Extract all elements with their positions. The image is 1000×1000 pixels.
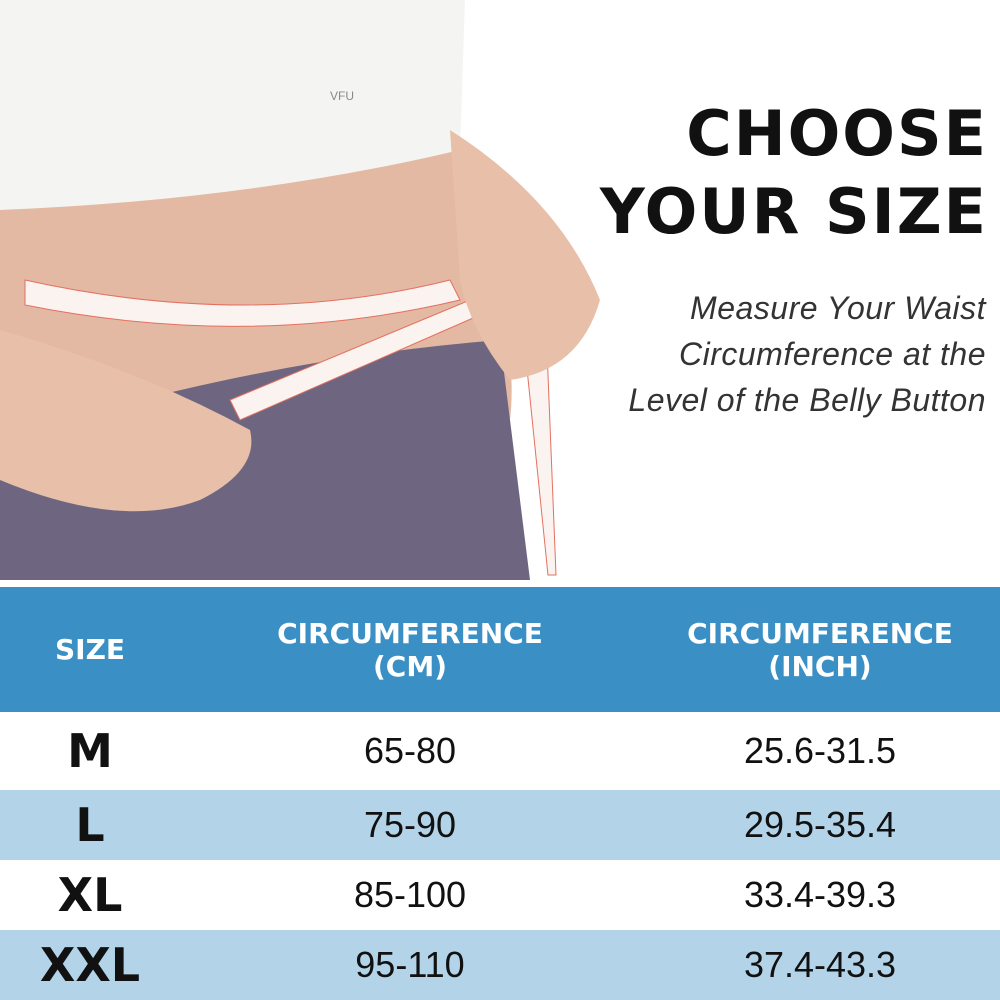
right-hand (450, 130, 600, 380)
header-cm-line-2: (CM) (372, 649, 447, 683)
headline-line-1: CHOOSE (686, 97, 988, 170)
inch-cell: 33.4-39.3 (743, 874, 897, 915)
cm-cell: 85-100 (353, 874, 467, 915)
leggings (0, 340, 530, 580)
inch-cell: 37.4-43.3 (743, 944, 897, 985)
instruction-line-3: Level of the Belly Button (628, 382, 986, 418)
header-cm-line-1: CIRCUMFERENCE (277, 616, 543, 650)
cm-cell: 95-110 (355, 944, 465, 985)
header-size: SIZE (0, 633, 180, 666)
table-row: XL 85-100 33.4-39.3 (0, 860, 1000, 930)
size-cell: M (67, 724, 113, 778)
header-inch-line-2: (INCH) (768, 649, 872, 683)
table-row: M 65-80 25.6-31.5 (0, 712, 1000, 790)
header-inch: CIRCUMFERENCE (INCH) (640, 617, 1000, 683)
waist-measurement-photo: VFU (0, 0, 600, 580)
left-hand (0, 330, 252, 512)
table-row: XXL 95-110 37.4-43.3 (0, 930, 1000, 1000)
header-cm: CIRCUMFERENCE (CM) (180, 617, 640, 683)
size-cell: XL (57, 868, 123, 922)
brand-mark: VFU (330, 89, 354, 103)
headline-line-2: YOUR SIZE (599, 175, 988, 248)
white-top (0, 0, 465, 210)
instruction-line-1: Measure Your Waist (690, 290, 986, 326)
table-header: SIZE CIRCUMFERENCE (CM) CIRCUMFERENCE (I… (0, 587, 1000, 712)
size-cell: L (75, 798, 105, 852)
cm-cell: 75-90 (363, 804, 457, 845)
size-chart-table: SIZE CIRCUMFERENCE (CM) CIRCUMFERENCE (I… (0, 587, 1000, 1000)
headline: CHOOSE YOUR SIZE (600, 95, 988, 251)
size-cell: XXL (39, 938, 141, 992)
header-size-label: SIZE (54, 633, 125, 666)
inch-cell: 29.5-35.4 (743, 804, 897, 845)
inch-cell: 25.6-31.5 (743, 730, 897, 771)
measurement-instruction: Measure Your Waist Circumference at the … (628, 285, 986, 423)
table-row: L 75-90 29.5-35.4 (0, 790, 1000, 860)
header-inch-line-1: CIRCUMFERENCE (687, 616, 953, 650)
instruction-line-2: Circumference at the (678, 336, 986, 372)
cm-cell: 65-80 (363, 730, 457, 771)
measuring-tape (24, 279, 461, 327)
